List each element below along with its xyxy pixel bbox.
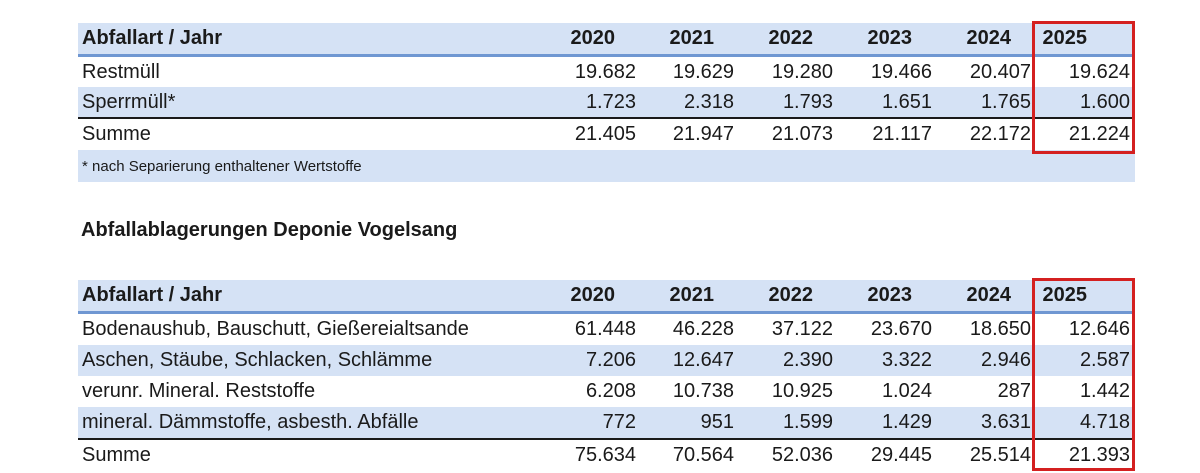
waste-table-2: Abfallart / Jahr 2020 2021 2022 2023 202…: [78, 280, 1135, 471]
cell-value: 75.634: [574, 444, 636, 466]
cell-value: 21.117: [872, 123, 932, 145]
header-year: 2021: [669, 27, 715, 49]
cell-value: 1.651: [881, 90, 932, 113]
cell-value: 23.670: [870, 318, 932, 340]
cell-value: 19.624: [1068, 60, 1130, 83]
header-label: Abfallart / Jahr: [82, 27, 223, 49]
cell-value: 6.208: [585, 380, 636, 402]
cell-value: 21.393: [1068, 444, 1130, 466]
header-label: Abfallart / Jahr: [82, 284, 223, 306]
header-year: 2021: [669, 284, 715, 306]
row-label: Bodenaushub, Bauschutt, Gießereialtsande: [82, 318, 469, 340]
table-row: Bodenaushub, Bauschutt, Gießereialtsande…: [78, 314, 1135, 345]
cell-value: 1.723: [585, 90, 636, 113]
cell-value: 7.206: [585, 349, 636, 371]
cell-value: 772: [602, 411, 636, 433]
cell-value: 12.646: [1068, 318, 1130, 340]
cell-value: 1.599: [782, 411, 833, 433]
cell-value: 1.793: [782, 90, 833, 113]
cell-value: 18.650: [969, 318, 1031, 340]
header-year: 2022: [768, 284, 814, 306]
table-sum-row: Summe 21.405 21.947 21.073 21.117 22.172…: [78, 117, 1135, 150]
cell-value: 29.445: [870, 444, 932, 466]
cell-value: 4.718: [1079, 411, 1130, 433]
row-label: Summe: [82, 123, 151, 145]
cell-value: 3.631: [980, 411, 1031, 433]
cell-value: 2.946: [980, 349, 1031, 371]
waste-table-1: Abfallart / Jahr 2020 2021 2022 2023 202…: [78, 23, 1135, 182]
cell-value: 1.024: [881, 380, 932, 402]
table-row: Aschen, Stäube, Schlacken, Schlämme 7.20…: [78, 345, 1135, 376]
header-year: 2025: [1042, 284, 1088, 306]
cell-value: 52.036: [771, 444, 833, 466]
header-year: 2025: [1042, 27, 1088, 49]
table-header-row: Abfallart / Jahr 2020 2021 2022 2023 202…: [78, 23, 1135, 57]
cell-value: 25.514: [969, 444, 1031, 466]
cell-value: 3.322: [881, 349, 932, 371]
cell-value: 2.587: [1079, 349, 1130, 371]
cell-value: 951: [700, 411, 734, 433]
table-header-row: Abfallart / Jahr 2020 2021 2022 2023 202…: [78, 280, 1135, 314]
cell-value: 12.647: [672, 349, 734, 371]
cell-value: 21.405: [574, 123, 636, 145]
table-row: mineral. Dämmstoffe, asbesth. Abfälle 77…: [78, 407, 1135, 438]
cell-value: 19.682: [574, 60, 636, 83]
cell-value: 19.629: [672, 60, 734, 83]
cell-value: 61.448: [574, 318, 636, 340]
header-year: 2023: [867, 27, 913, 49]
cell-value: 287: [997, 380, 1031, 402]
row-label: Aschen, Stäube, Schlacken, Schlämme: [82, 349, 433, 371]
row-label: Summe: [82, 444, 151, 466]
row-label: mineral. Dämmstoffe, asbesth. Abfälle: [82, 411, 419, 433]
cell-value: 10.738: [672, 380, 734, 402]
table-row: verunr. Mineral. Reststoffe 6.208 10.738…: [78, 376, 1135, 407]
header-year: 2024: [966, 27, 1012, 49]
header-year: 2020: [570, 27, 616, 49]
cell-value: 22.172: [969, 123, 1031, 145]
cell-value: 1.765: [980, 90, 1031, 113]
table-sum-row: Summe 75.634 70.564 52.036 29.445 25.514…: [78, 438, 1135, 471]
cell-value: 37.122: [771, 318, 833, 340]
table-footnote-row: * nach Separierung enthaltener Wertstoff…: [78, 150, 1135, 182]
row-label: Restmüll: [82, 60, 160, 83]
footnote: * nach Separierung enthaltener Wertstoff…: [82, 157, 362, 175]
header-year: 2022: [768, 27, 814, 49]
table-row: Sperrmüll* 1.723 2.318 1.793 1.651 1.765…: [78, 87, 1135, 117]
header-year: 2024: [966, 284, 1012, 306]
cell-value: 21.224: [1068, 123, 1130, 145]
cell-value: 46.228: [672, 318, 734, 340]
cell-value: 10.925: [771, 380, 833, 402]
cell-value: 1.429: [881, 411, 932, 433]
cell-value: 2.390: [782, 349, 833, 371]
row-label: Sperrmüll*: [82, 90, 176, 113]
cell-value: 2.318: [683, 90, 734, 113]
header-year: 2020: [570, 284, 616, 306]
cell-value: 21.073: [771, 123, 833, 145]
cell-value: 1.600: [1079, 90, 1130, 113]
row-label: verunr. Mineral. Reststoffe: [82, 380, 316, 402]
header-year: 2023: [867, 284, 913, 306]
cell-value: 19.466: [870, 60, 932, 83]
section-title: Abfallablagerungen Deponie Vogelsang: [81, 219, 458, 241]
cell-value: 70.564: [672, 444, 734, 466]
table-row: Restmüll 19.682 19.629 19.280 19.466 20.…: [78, 57, 1135, 87]
cell-value: 1.442: [1079, 380, 1130, 402]
cell-value: 21.947: [672, 123, 734, 145]
cell-value: 19.280: [771, 60, 833, 83]
cell-value: 20.407: [969, 60, 1031, 83]
